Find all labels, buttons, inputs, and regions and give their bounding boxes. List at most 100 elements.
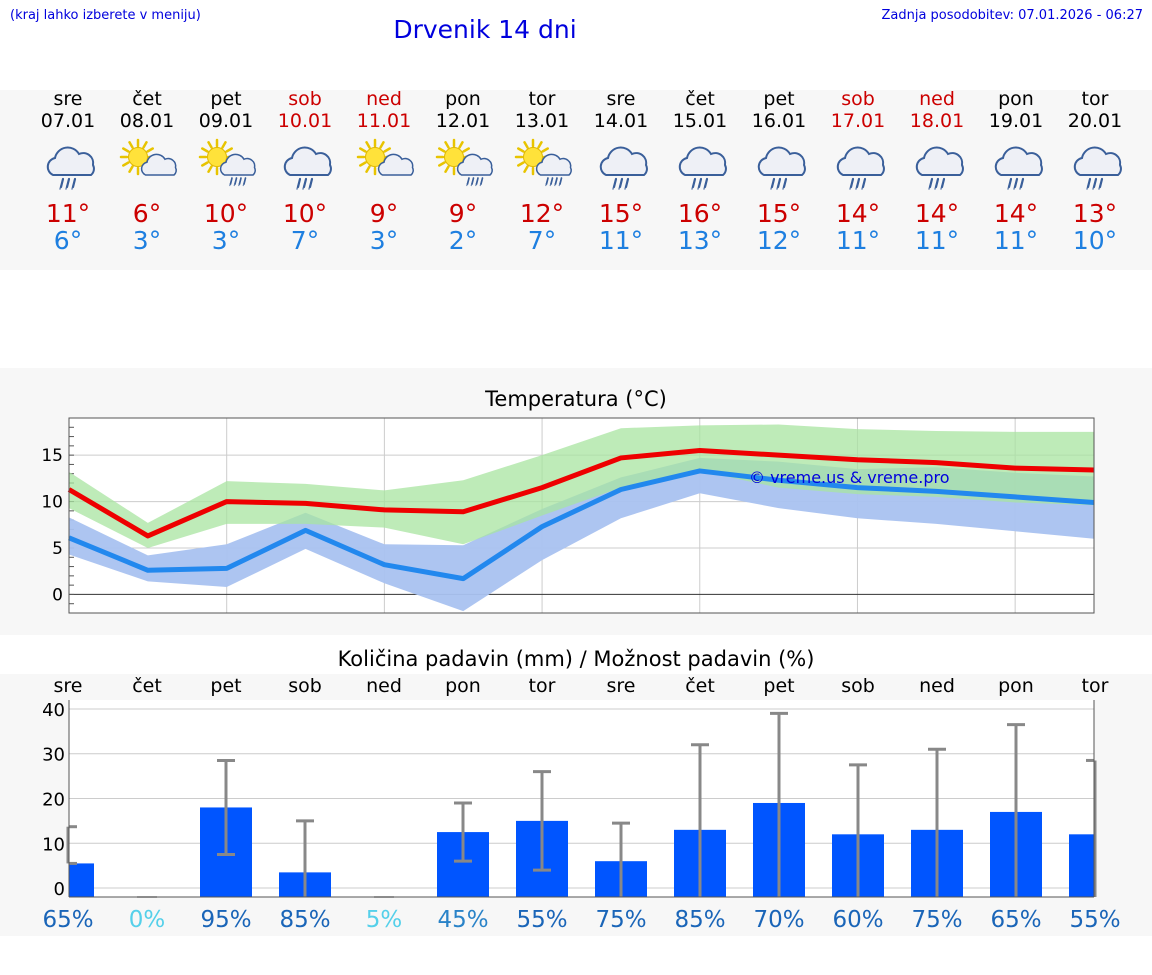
day-date: 07.01 [40,110,96,132]
day-name: sob [841,88,875,110]
temp-min: 10° [1072,226,1118,255]
day-column: ned 11.01 9° 3° [345,88,423,254]
cloud-rain-icon [985,137,1047,195]
y-tick-label: 30 [42,745,65,766]
temp-min: 11° [835,226,881,255]
min-temp-range-band [69,457,1094,612]
precip-probability: 0% [129,907,166,933]
day-date: 11.01 [356,110,412,132]
daily-forecast: sre 07.01 11° 6° čet 08.01 6° 3° pet 09.01 10° 3° so… [0,88,1152,258]
cloud-rain-icon [590,137,652,195]
cloud-rain-icon [669,137,731,195]
category-label: tor [529,675,556,697]
temp-max: 9° [369,199,399,228]
location-menu-hint[interactable]: (kraj lahko izberete v meniju) [10,8,201,23]
precipitation-chart: 0 10 20 30 40 sre 65% čet 0% pet 95% sob 85% ned 5% pon… [42,675,1120,933]
precip-probability: 55% [1069,907,1120,933]
day-date: 18.01 [909,110,965,132]
sun-cloud-icon [116,137,178,195]
temp-max: 10° [203,199,249,228]
category-label: sob [288,675,322,697]
precip-bar [69,863,94,897]
temp-max: 15° [598,199,644,228]
temp-max: 10° [282,199,328,228]
temp-min: 3° [369,226,399,255]
category-label: pet [210,675,241,697]
category-label: čet [685,675,715,697]
day-date: 08.01 [119,110,175,132]
sun-cloud-rain-icon [432,137,494,195]
temp-min: 6° [53,226,83,255]
precip-probability: 75% [911,907,962,933]
precip-probability: 45% [437,907,488,933]
temp-min: 12° [756,226,802,255]
day-name: sob [288,88,322,110]
temp-max: 12° [519,199,565,228]
cloud-rain-icon [274,137,336,195]
temperature-chart: 0 5 10 15 © vreme.us & vreme.pro [41,417,1095,614]
y-tick-label: 15 [41,446,63,466]
day-column: pon 12.01 9° 2° [424,88,502,254]
day-date: 14.01 [593,110,649,132]
day-column: tor 20.01 13° 10° [1056,88,1134,254]
temp-max: 15° [756,199,802,228]
category-label: sob [841,675,875,697]
precip-probability: 70% [753,907,804,933]
day-date: 13.01 [514,110,570,132]
precip-probability: 60% [832,907,883,933]
temp-max: 13° [1072,199,1118,228]
day-column: tor 13.01 12° 7° [503,88,581,254]
precip-probability: 85% [674,907,725,933]
temp-max: 14° [914,199,960,228]
day-name: čet [685,88,715,110]
y-tick-label: 0 [54,879,65,900]
cloud-rain-icon [1064,137,1126,195]
cloud-rain-icon [748,137,810,195]
max-temp-line [67,448,1095,539]
y-tick-label: 40 [42,700,65,721]
temp-min: 7° [527,226,557,255]
temp-min: 3° [132,226,162,255]
cloud-rain-icon [37,137,99,195]
temp-max: 14° [835,199,881,228]
y-tick-label: 5 [52,539,63,559]
day-name: pet [763,88,795,110]
temp-min: 2° [448,226,478,255]
precip-probability: 75% [595,907,646,933]
day-name: ned [366,88,402,110]
sun-cloud-rain-icon [195,137,257,195]
day-name: sre [606,88,636,110]
sun-cloud-icon [353,137,415,195]
temp-min: 11° [914,226,960,255]
min-temp-line [68,468,1095,582]
day-date: 15.01 [672,110,728,132]
forecast-band [0,90,1152,270]
temperature-chart-title: Temperatura (°C) [485,387,667,411]
temp-min: 13° [677,226,723,255]
precip-probability: 55% [516,907,567,933]
temp-max: 6° [132,199,162,228]
category-label: ned [919,675,955,697]
precip-probability: 65% [990,907,1041,933]
y-tick-label: 10 [42,834,65,855]
category-label: pet [763,675,794,697]
y-tick-label: 10 [41,493,63,513]
cloud-rain-icon [827,137,889,195]
day-date: 17.01 [830,110,886,132]
category-label: tor [1082,675,1109,697]
day-column: ned 18.01 14° 11° [898,88,976,254]
day-column: pon 19.01 14° 11° [977,88,1055,254]
day-name: pon [998,88,1034,110]
precip-probability: 5% [366,907,403,933]
last-updated: Zadnja posodobitev: 07.01.2026 - 06:27 [881,8,1143,23]
day-name: tor [528,88,556,110]
day-date: 09.01 [198,110,254,132]
day-date: 10.01 [277,110,333,132]
page-title: Drvenik 14 dni [393,15,577,44]
precipitation-chart-title: Količina padavin (mm) / Možnost padavin … [337,647,815,671]
day-name: sre [53,88,83,110]
day-column: sre 07.01 11° 6° [29,88,107,254]
category-label: čet [132,675,162,697]
day-column: pet 16.01 15° 12° [740,88,818,254]
precip-probability: 95% [200,907,251,933]
